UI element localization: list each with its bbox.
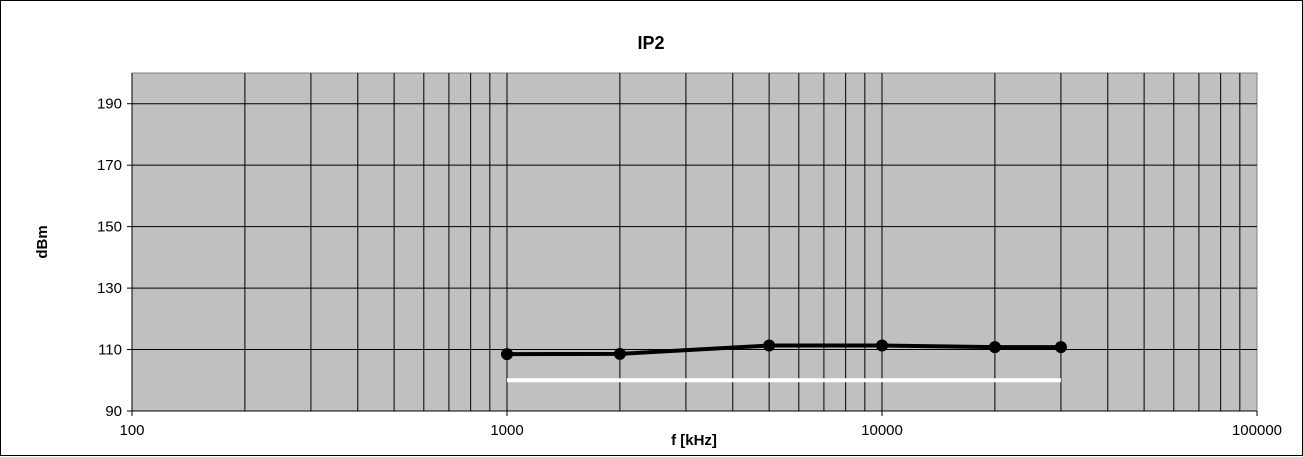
series-1-point bbox=[613, 347, 626, 360]
plot-background bbox=[131, 72, 1258, 412]
x-tick-label: 100000 bbox=[1232, 422, 1282, 439]
y-tick-label: 130 bbox=[97, 280, 122, 297]
x-tick-label: 10000 bbox=[861, 422, 903, 439]
y-axis-label: dBm bbox=[34, 225, 51, 258]
axis-layer: 90 110 130 150 170 190 100 1000 10000 100000 bbox=[97, 73, 1282, 439]
x-tick-label: 100 bbox=[119, 422, 144, 439]
y-tick-label: 150 bbox=[97, 219, 122, 236]
y-tick-label: 110 bbox=[98, 342, 122, 359]
y-tick-label: 170 bbox=[97, 157, 122, 174]
plot-area bbox=[131, 72, 1258, 412]
y-tick-label: 90 bbox=[105, 403, 122, 420]
series-layer bbox=[501, 339, 1067, 383]
series-1-point bbox=[763, 339, 776, 352]
series-1-point bbox=[501, 348, 513, 361]
series-1-point bbox=[1054, 341, 1067, 354]
x-axis-label: f [kHz] bbox=[671, 432, 717, 449]
chart-title: IP2 bbox=[637, 33, 664, 53]
x-tick-label: 1000 bbox=[490, 422, 523, 439]
series-1-point bbox=[988, 341, 1001, 354]
y-tick-label: 190 bbox=[97, 96, 122, 113]
grid bbox=[132, 73, 1257, 411]
series-1-line bbox=[506, 343, 1061, 357]
series-1-point bbox=[876, 339, 888, 352]
